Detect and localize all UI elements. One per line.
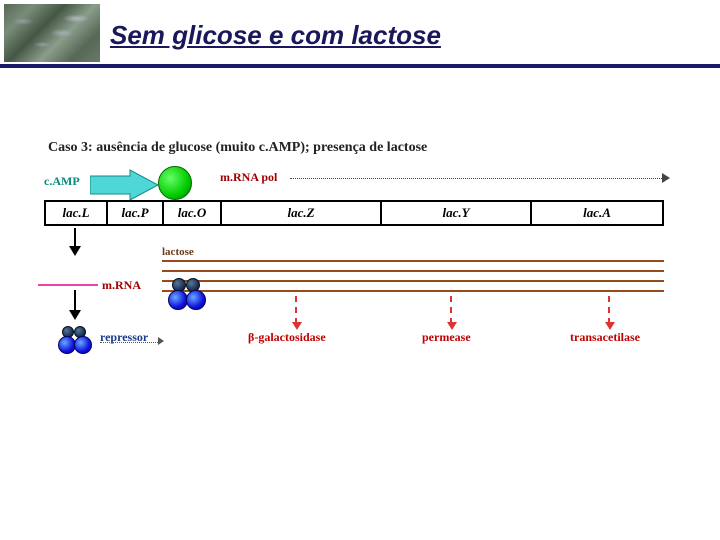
- repressor-subunit-icon: [74, 336, 92, 354]
- operon-seg-lacO: lac.O: [164, 202, 222, 224]
- lactose-label: lactose: [162, 246, 194, 258]
- enzyme-label-transacetilase: transacetilase: [570, 330, 640, 345]
- mrna-line: [162, 270, 664, 272]
- operon-seg-lacY: lac.Y: [382, 202, 532, 224]
- translate-arrow-icon: [450, 296, 452, 324]
- transcription-arrow: [290, 178, 664, 179]
- mrna-line: [162, 280, 664, 282]
- mrna-label: m.RNA: [102, 278, 141, 293]
- operon-seg-lacL: lac.L: [46, 202, 108, 224]
- repressor-bound-icon: [186, 290, 206, 310]
- down-arrow-icon: [69, 246, 81, 256]
- operon-seg-lacZ: lac.Z: [222, 202, 382, 224]
- laci-mrna-line: [38, 284, 98, 286]
- translate-arrow-icon: [608, 296, 610, 324]
- enzyme-label-bgal: β-galactosidase: [248, 330, 326, 345]
- case-title: Caso 3: ausência de glucose (muito c.AMP…: [48, 140, 427, 156]
- bacteria-image: [4, 4, 100, 62]
- repressor-bound-icon: [168, 290, 188, 310]
- down-arrow-stem: [74, 228, 76, 246]
- repressor-dotted-arrow: [100, 342, 160, 343]
- operon-strip: lac.L lac.P lac.O lac.Z lac.Y lac.A: [44, 200, 664, 226]
- down-arrow-icon: [69, 310, 81, 320]
- transcription-arrow-head: [662, 173, 670, 183]
- rna-polymerase-icon: [158, 166, 192, 200]
- camp-label: c.AMP: [44, 174, 80, 189]
- down-arrow-stem: [74, 290, 76, 310]
- slide-title: Sem glicose e com lactose: [110, 20, 441, 51]
- mrna-line: [162, 290, 664, 292]
- translate-arrow-icon: [295, 296, 297, 324]
- header-rule: [0, 64, 720, 68]
- camp-arrow-icon: [90, 168, 160, 202]
- mrna-line: [162, 260, 664, 262]
- mrna-pol-label: m.RNA pol: [220, 170, 277, 185]
- repressor-arrow-head-icon: [158, 337, 164, 345]
- operon-seg-lacA: lac.A: [532, 202, 662, 224]
- operon-seg-lacP: lac.P: [108, 202, 164, 224]
- header: Sem glicose e com lactose: [0, 0, 720, 66]
- enzyme-label-permease: permease: [422, 330, 471, 345]
